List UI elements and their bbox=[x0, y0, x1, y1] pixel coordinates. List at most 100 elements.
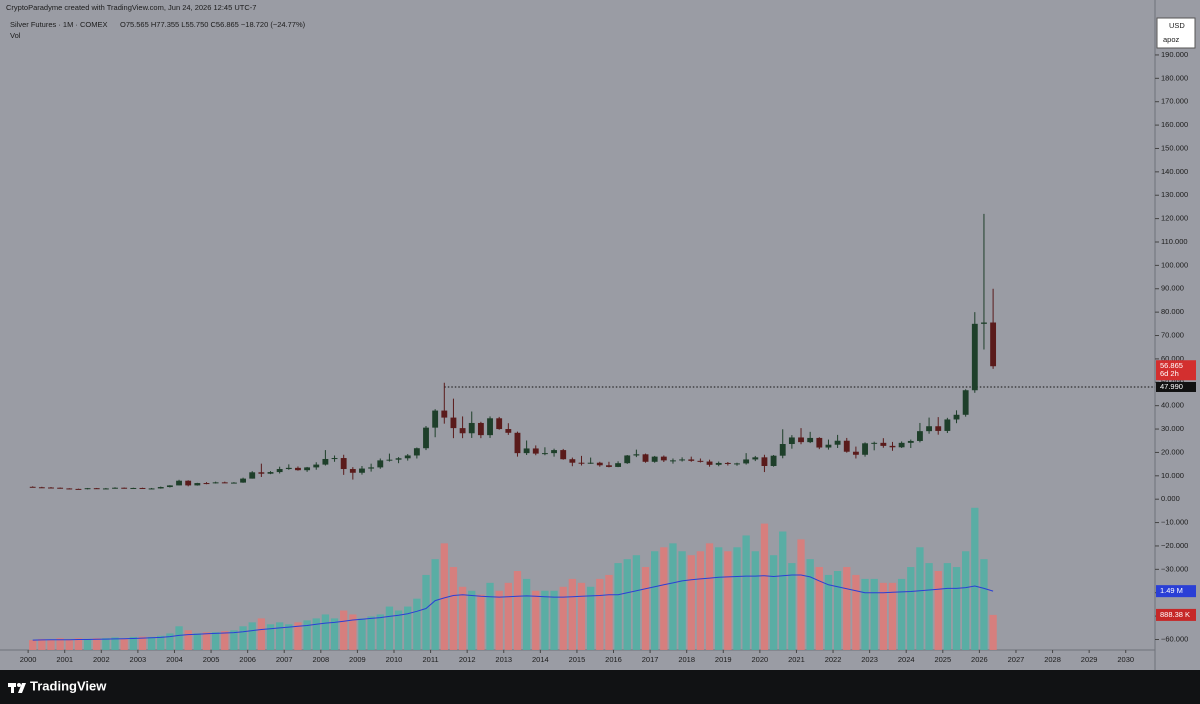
candle-body bbox=[606, 465, 612, 467]
volume-bar bbox=[102, 638, 110, 650]
y-tick-label: 10.000 bbox=[1161, 471, 1184, 480]
candle-body bbox=[75, 488, 82, 490]
currency-box[interactable] bbox=[1156, 17, 1196, 49]
candle-body bbox=[889, 445, 896, 448]
candle-body bbox=[496, 418, 503, 430]
x-tick-label: 2030 bbox=[1117, 655, 1134, 664]
volume-bar bbox=[74, 638, 83, 650]
candle-body bbox=[898, 442, 905, 448]
volume-bar bbox=[157, 635, 165, 650]
volume-bar bbox=[65, 639, 73, 650]
candle-body bbox=[660, 456, 667, 461]
candle-body bbox=[477, 422, 484, 436]
candle-body bbox=[313, 464, 320, 468]
candle-body bbox=[139, 487, 146, 489]
candle-body bbox=[633, 454, 640, 456]
volume-bar bbox=[340, 610, 348, 650]
x-tick-label: 2025 bbox=[934, 655, 951, 664]
volume-bar bbox=[888, 582, 897, 650]
volume-bar bbox=[202, 632, 211, 650]
y-tick-label: 40.000 bbox=[1161, 401, 1184, 410]
volume-bar bbox=[522, 578, 531, 650]
y-tick-label: −30.000 bbox=[1161, 564, 1188, 573]
ohlc-legend: O75.565 H77.355 L55.750 C56.865 −18.720 … bbox=[120, 20, 306, 29]
volume-bar bbox=[669, 543, 677, 650]
candle-body bbox=[935, 426, 942, 431]
volume-bar bbox=[705, 543, 714, 650]
candle-body bbox=[84, 488, 91, 490]
candle-body bbox=[642, 454, 649, 462]
candle-body bbox=[450, 417, 457, 429]
countdown: 6d 2h bbox=[1160, 369, 1179, 378]
candle-body bbox=[816, 437, 823, 448]
volume-bar bbox=[632, 555, 641, 650]
candle-body bbox=[706, 461, 713, 465]
volume-bar bbox=[147, 636, 156, 650]
volume-bar bbox=[367, 616, 375, 650]
y-tick-label: 20.000 bbox=[1161, 447, 1184, 456]
volume-bar bbox=[56, 638, 64, 650]
x-tick-label: 2029 bbox=[1081, 655, 1098, 664]
candle-body bbox=[423, 427, 429, 449]
candle-body bbox=[944, 419, 951, 431]
candle-body bbox=[221, 482, 228, 484]
candle-body bbox=[340, 458, 347, 470]
candle-body bbox=[185, 480, 192, 486]
volume-bar bbox=[797, 539, 805, 650]
candle-body bbox=[66, 488, 73, 490]
candle-body bbox=[743, 459, 750, 464]
x-tick-label: 2027 bbox=[1008, 655, 1025, 664]
candle-body bbox=[249, 472, 256, 479]
volume-bar bbox=[29, 640, 37, 650]
x-tick-label: 2010 bbox=[386, 655, 403, 664]
volume-bar bbox=[312, 618, 320, 650]
volume-bar bbox=[138, 636, 147, 650]
volume-bar bbox=[376, 614, 384, 650]
volume-bar bbox=[431, 559, 439, 650]
candle-body bbox=[560, 450, 567, 460]
volume-bar bbox=[678, 551, 686, 650]
volume-bar bbox=[724, 551, 732, 650]
volume-bar bbox=[394, 610, 403, 650]
candle-body bbox=[395, 458, 402, 460]
volume-bar bbox=[815, 567, 823, 650]
volume-bar bbox=[687, 555, 695, 650]
currency[interactable]: USD bbox=[1169, 21, 1185, 30]
candle-body bbox=[551, 450, 557, 454]
candle-body bbox=[230, 482, 237, 484]
volume-bar bbox=[349, 614, 357, 650]
x-tick-label: 2028 bbox=[1044, 655, 1061, 664]
x-tick-label: 2006 bbox=[239, 655, 256, 664]
volume-bar bbox=[221, 631, 229, 650]
volume-bar bbox=[239, 626, 247, 650]
candle-body bbox=[432, 410, 439, 428]
candle-body bbox=[788, 437, 795, 445]
volume-bar bbox=[980, 559, 988, 650]
candle-body bbox=[596, 462, 603, 466]
volume-bar bbox=[824, 574, 833, 650]
volume-bar bbox=[696, 551, 705, 650]
volume-title: Vol bbox=[10, 31, 21, 40]
volume-bar bbox=[971, 507, 979, 650]
volume-bar bbox=[111, 637, 119, 650]
candle-body bbox=[93, 488, 100, 490]
candle-body bbox=[295, 467, 301, 471]
volume-bar bbox=[248, 622, 256, 650]
volume-bar bbox=[806, 559, 814, 650]
candle-body bbox=[368, 467, 375, 469]
candle-body bbox=[203, 483, 210, 485]
candle-body bbox=[331, 458, 338, 460]
candle-body bbox=[322, 458, 329, 465]
footer-bar bbox=[0, 670, 1200, 704]
candle-body bbox=[157, 487, 164, 489]
x-tick-label: 2001 bbox=[56, 655, 73, 664]
x-tick-label: 2017 bbox=[642, 655, 659, 664]
volume-bar bbox=[458, 586, 467, 650]
candle-body bbox=[148, 488, 155, 490]
y-tick-label: 50.000 bbox=[1161, 377, 1184, 386]
volume-bar bbox=[541, 590, 549, 650]
x-tick-label: 2015 bbox=[569, 655, 586, 664]
scale-label[interactable]: apoz bbox=[1163, 35, 1180, 44]
x-tick-label: 2000 bbox=[20, 655, 37, 664]
volume-bar bbox=[934, 571, 942, 650]
